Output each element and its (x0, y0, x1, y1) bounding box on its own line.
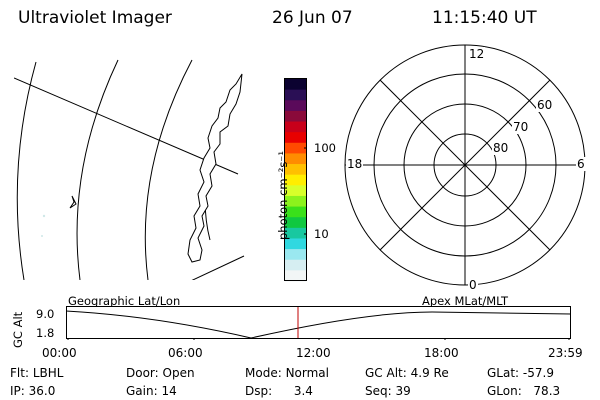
gain-value: 14 (161, 384, 177, 398)
color-scale-swatch (285, 217, 306, 229)
orbit-timeline[interactable] (66, 306, 573, 340)
mlt-meridian (379, 79, 551, 251)
timeline-tick-label: 12:00 (296, 346, 331, 360)
glat-info: GLat: -57.9 (487, 366, 554, 380)
faint-emission (41, 235, 43, 237)
color-scale-swatch (285, 185, 306, 197)
altitude-max-label: 9.0 (36, 307, 55, 321)
timeline-tick-label: 18:00 (424, 346, 459, 360)
timeline-frame (66, 306, 571, 339)
gc-alt-value: 4.9 Re (410, 366, 449, 380)
gain-label: Gain: (126, 384, 158, 398)
filter-value: LBHL (32, 366, 64, 380)
color-scale-swatch (285, 195, 306, 208)
color-scale-frame (284, 78, 307, 281)
island-outline (69, 195, 77, 209)
timeline-tick-label: 23:59 (548, 346, 583, 360)
mode-value: Normal (285, 366, 329, 380)
magnetic-frame-label: Apex MLat/MLT (422, 294, 509, 308)
dsp-info: Dsp: 3.4 (245, 384, 313, 398)
door-value: Open (162, 366, 195, 380)
filter-info: Flt: LBHL (10, 366, 63, 380)
color-scale-swatch (285, 174, 306, 186)
color-scale-swatch (285, 206, 306, 218)
mode-info: Mode: Normal (245, 366, 329, 380)
color-scale-swatch (285, 270, 306, 282)
color-scale-swatch (285, 164, 306, 176)
seq-label: Seq: (365, 384, 392, 398)
color-scale-swatch (285, 132, 306, 144)
latitude-arc (144, 59, 193, 280)
observation-date: 26 Jun 07 (272, 8, 353, 28)
mlat-label-70: 70 (512, 120, 530, 134)
glon-value: 78.3 (533, 384, 561, 398)
timeline-tick-label: 06:00 (168, 346, 203, 360)
color-scale-stripes (285, 79, 306, 282)
dsp-label: Dsp: (245, 384, 273, 398)
latitude-arc (76, 59, 119, 280)
color-scale-swatch (285, 259, 306, 271)
altitude-axis-label: GC Alt (11, 311, 25, 348)
dsp-value: 3.4 (293, 384, 313, 398)
altitude-min-label: 1.8 (36, 326, 55, 340)
color-scale-bar (284, 78, 307, 282)
mlt-label-0: 0 (468, 278, 478, 292)
longitude-line (191, 255, 245, 280)
seq-value: 39 (395, 384, 411, 398)
ip-info: IP: 36.0 (10, 384, 55, 398)
color-scale-swatch (285, 79, 306, 91)
instrument-title: Ultraviolet Imager (18, 8, 172, 28)
mlat-label-60: 60 (536, 98, 554, 112)
color-scale-swatch (285, 100, 306, 112)
color-scale-swatch (285, 227, 306, 240)
glon-info: GLon: 78.3 (487, 384, 560, 398)
observation-time: 11:15:40 UT (432, 8, 537, 28)
mlt-label-12: 12 (468, 47, 486, 61)
timeline-tick-label: 00:00 (42, 346, 77, 360)
door-info: Door: Open (126, 366, 195, 380)
color-scale-swatch (285, 110, 306, 123)
ip-label: IP: (10, 384, 25, 398)
gain-info: Gain: 14 (126, 384, 177, 398)
filter-label: Flt: (10, 366, 29, 380)
gc-alt-info: GC Alt: 4.9 Re (365, 366, 449, 380)
coastline (187, 73, 243, 263)
color-scale-label-100: 100 (314, 141, 336, 155)
glon-label: GLon: (487, 384, 522, 398)
altitude-curve (66, 310, 572, 339)
longitude-line (14, 77, 239, 175)
color-scale-swatch (285, 142, 306, 155)
mlat-label-80: 80 (492, 141, 510, 155)
color-scale-swatch (285, 121, 306, 133)
color-scale-swatch (285, 153, 306, 165)
mlt-label-18: 18 (346, 157, 364, 171)
faint-emission (42, 214, 46, 218)
color-scale-swatch (285, 89, 306, 101)
polar-grid (344, 44, 586, 286)
ip-value: 36.0 (28, 384, 56, 398)
mlt-label-6: 6 (576, 157, 586, 171)
color-scale-unit-label: photon cm⁻²s⁻¹ (276, 151, 290, 240)
geographic-map (14, 59, 245, 280)
latitude-arc (16, 61, 37, 280)
glat-value: -57.9 (522, 366, 554, 380)
color-scale-swatch (285, 238, 306, 250)
geographic-frame-label: Geographic Lat/Lon (68, 294, 181, 308)
glat-label: GLat: (487, 366, 520, 380)
color-scale-swatch (285, 249, 306, 261)
seq-info: Seq: 39 (365, 384, 411, 398)
color-scale-label-10: 10 (314, 227, 329, 241)
mode-label: Mode: (245, 366, 282, 380)
gc-alt-label: GC Alt: (365, 366, 407, 380)
door-label: Door: (126, 366, 159, 380)
